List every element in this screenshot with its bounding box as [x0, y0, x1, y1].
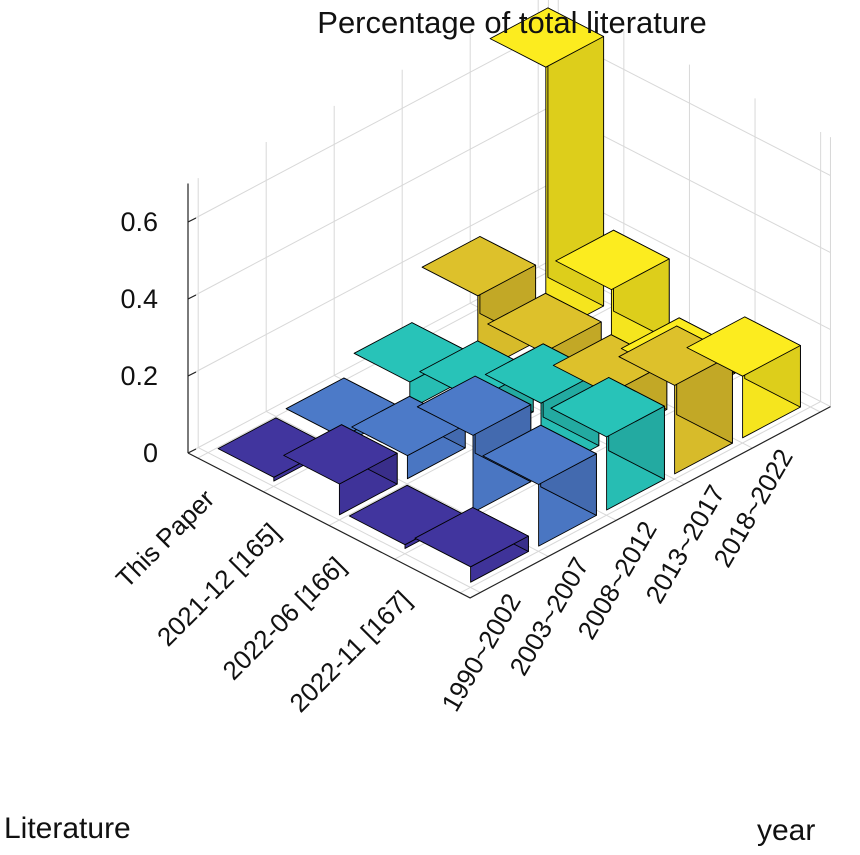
- bar-top-face: [555, 229, 670, 291]
- z-gridline: [187, 30, 831, 223]
- bar-4-5: [686, 316, 801, 439]
- floor-gridline: [197, 447, 481, 593]
- bar-top-face: [487, 292, 602, 354]
- y-axis-title: year: [757, 814, 815, 847]
- bar-top-face: [283, 424, 398, 485]
- bar-top-face: [421, 236, 537, 297]
- z-tick-label: 0.2: [120, 361, 158, 391]
- z-tick-mark: [187, 217, 197, 223]
- bar-top-face: [550, 377, 665, 438]
- bar-4-2: [482, 424, 597, 547]
- x-axis-title: Literature: [4, 812, 131, 845]
- z-tick-label: 0.4: [120, 284, 158, 314]
- bars-layer: [217, 7, 801, 583]
- bar-top-face: [416, 375, 532, 436]
- chart-title: Percentage of total literature: [317, 5, 706, 40]
- bar-top-face: [414, 507, 529, 568]
- z-tick-mark: [187, 371, 197, 377]
- bar-top-face: [489, 7, 605, 68]
- floor-axis-line: [187, 406, 831, 599]
- bar-4-3: [550, 377, 665, 511]
- bar-2-1: [283, 424, 398, 516]
- floor-gridline: [460, 401, 821, 594]
- bar-top-face: [686, 316, 801, 377]
- z-tick-mark: [187, 294, 197, 300]
- z-tick-label: 0.6: [120, 207, 158, 237]
- bar-4-1: [414, 507, 529, 583]
- z-tick-label: 0: [143, 438, 158, 468]
- z-tick-mark: [187, 448, 197, 454]
- bar-top-face: [482, 424, 597, 485]
